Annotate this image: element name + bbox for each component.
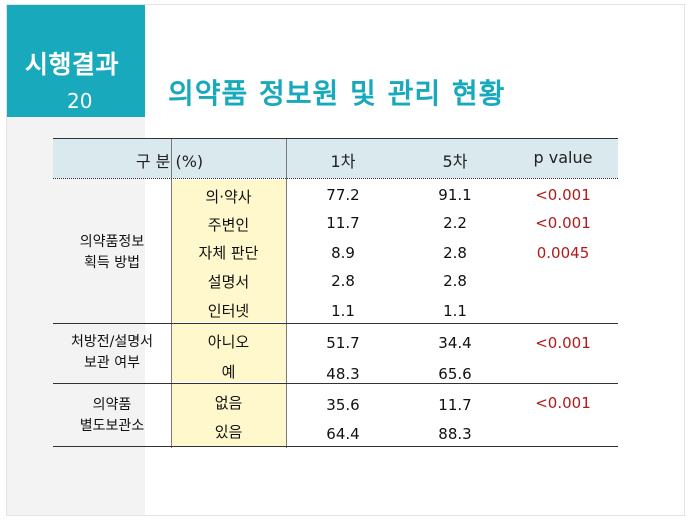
group-label: 의약품정보 획득 방법	[53, 232, 171, 274]
column-divider	[171, 138, 172, 448]
item-column-bg	[171, 324, 286, 382]
column-divider	[286, 138, 287, 448]
group-label-line: 획득 방법	[84, 255, 140, 271]
header-round-1: 1차	[330, 152, 356, 171]
value-round-5: 88.3	[438, 425, 472, 443]
header-round-5: 5차	[442, 152, 468, 171]
value-round-1: 1.1	[331, 302, 355, 320]
value-round-5: 2.8	[443, 272, 467, 290]
item-label: 인터넷	[207, 302, 250, 320]
value-round-5: 2.8	[443, 244, 467, 262]
value-round-1: 11.7	[326, 214, 360, 232]
group-divider	[53, 383, 618, 384]
value-round-5: 1.1	[443, 302, 467, 320]
group-label-line: 의약품	[92, 397, 132, 413]
group-label: 처방전/설명서 보관 여부	[53, 332, 171, 374]
value-round-1: 2.8	[331, 272, 355, 290]
item-label: 의·약사	[205, 188, 252, 206]
group-label-line: 보관 여부	[84, 355, 140, 371]
p-value: <0.001	[535, 334, 591, 352]
item-column-bg	[171, 384, 286, 446]
item-label: 예	[221, 363, 236, 381]
item-column-bg	[171, 180, 286, 322]
value-round-1: 77.2	[326, 186, 360, 204]
value-round-5: 34.4	[438, 334, 472, 352]
value-round-1: 35.6	[326, 396, 360, 414]
value-round-5: 91.1	[438, 186, 472, 204]
header-line	[53, 178, 618, 179]
value-round-1: 64.4	[326, 425, 360, 443]
section-number: 20	[67, 89, 93, 113]
value-round-5: 2.2	[443, 214, 467, 232]
p-value: <0.001	[535, 186, 591, 204]
results-table: 구 분 (%) 1차 5차 p value 의약품정보 획득 방법 의·약사 7…	[53, 138, 618, 448]
value-round-5: 65.6	[438, 365, 472, 383]
table-header-bg	[53, 138, 618, 178]
group-label: 의약품 별도보관소	[53, 395, 171, 437]
item-label: 자체 판단	[198, 244, 259, 262]
p-value: <0.001	[535, 394, 591, 412]
section-badge: 시행결과 20	[7, 5, 145, 117]
table-top-line	[53, 138, 618, 139]
item-label: 설명서	[207, 273, 250, 291]
p-value: <0.001	[535, 214, 591, 232]
group-label-line: 의약품정보	[79, 234, 145, 250]
group-label-line: 처방전/설명서	[71, 334, 153, 350]
group-divider	[53, 323, 618, 324]
value-round-1: 8.9	[331, 244, 355, 262]
page-title: 의약품 정보원 및 관리 현황	[168, 77, 506, 110]
table-bottom-line	[53, 446, 618, 447]
item-label: 아니오	[207, 333, 250, 351]
item-label: 있음	[214, 423, 243, 441]
header-category: 구 분 (%)	[135, 152, 204, 171]
header-p-value: p value	[533, 148, 593, 167]
group-label-line: 별도보관소	[79, 418, 145, 434]
item-label: 주변인	[207, 216, 250, 234]
item-label: 없음	[214, 394, 243, 412]
value-round-1: 51.7	[326, 334, 360, 352]
value-round-1: 48.3	[326, 365, 360, 383]
p-value: 0.0045	[536, 244, 590, 262]
value-round-5: 11.7	[438, 396, 472, 414]
section-title: 시행결과	[25, 50, 120, 79]
